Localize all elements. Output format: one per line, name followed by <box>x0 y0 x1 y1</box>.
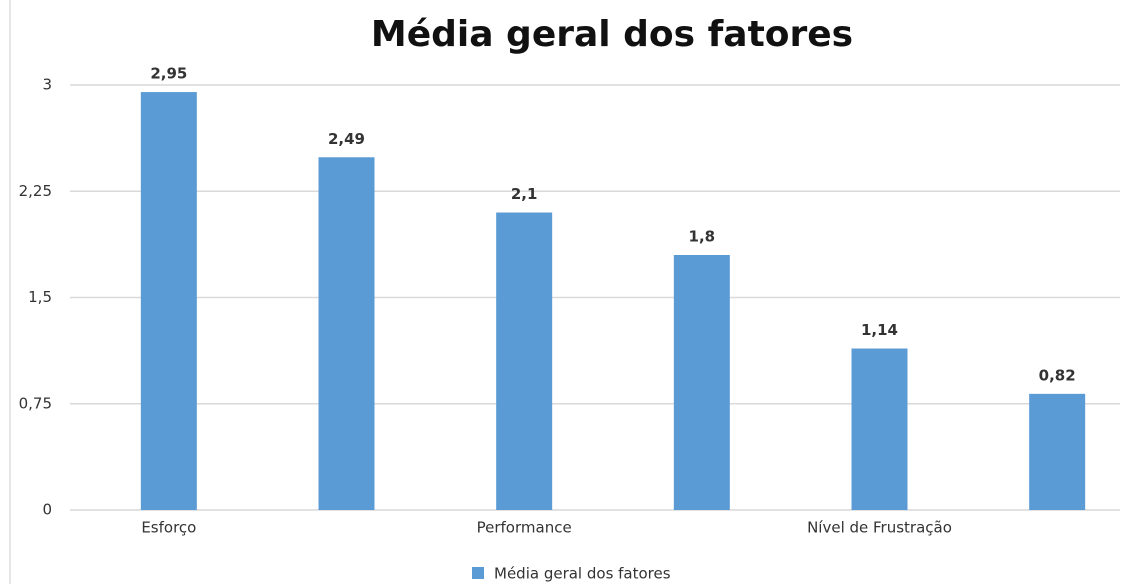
y-tick-label: 1,5 <box>28 288 52 306</box>
data-label: 0,82 <box>1039 366 1076 384</box>
data-label: 2,95 <box>150 65 187 83</box>
x-tick-label: Nível de Frustração <box>807 519 952 537</box>
y-tick-label: 0 <box>42 501 52 519</box>
y-tick-label: 0,75 <box>19 394 52 412</box>
legend-swatch <box>472 567 484 579</box>
y-tick-label: 2,25 <box>19 182 52 200</box>
x-tick-label: Esforço <box>141 519 196 537</box>
bar <box>318 157 375 510</box>
legend-label: Média geral dos fatores <box>494 565 671 583</box>
data-label: 1,14 <box>861 321 898 339</box>
x-tick-label: Performance <box>477 519 572 537</box>
chart-title: Média geral dos fatores <box>371 14 853 55</box>
y-tick-label: 3 <box>42 76 52 94</box>
bar <box>1029 393 1086 510</box>
data-label: 2,1 <box>511 185 538 203</box>
data-label: 1,8 <box>689 228 716 246</box>
bar <box>496 212 553 510</box>
data-label: 2,49 <box>328 130 365 148</box>
bar <box>140 92 197 510</box>
bar <box>673 255 730 510</box>
bar <box>851 348 908 510</box>
